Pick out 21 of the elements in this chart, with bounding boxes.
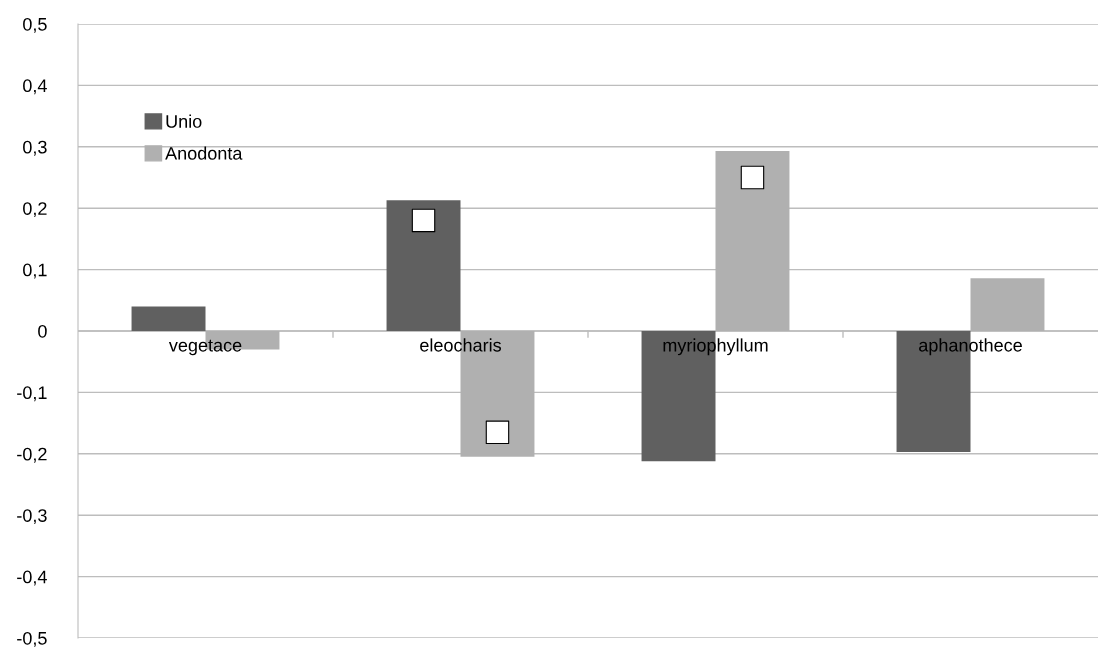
legend-label: Anodonta: [165, 146, 243, 160]
x-tick-label: myriophyllum: [663, 338, 768, 356]
y-tick-label: -0,3: [17, 509, 47, 525]
y-tick-label: -0,4: [17, 570, 47, 586]
y-tick-label: 0: [38, 324, 47, 338]
bar: [970, 278, 1045, 331]
bar: [386, 200, 461, 331]
x-tick-label: aphanothece: [919, 338, 1022, 356]
x-tick-label: eleocharis: [420, 338, 501, 352]
y-tick-label: 0,2: [23, 202, 47, 218]
y-tick-label: -0,2: [17, 447, 47, 463]
y-tick-label: 0,3: [23, 140, 47, 156]
legend-label: Unio: [166, 114, 202, 128]
x-tick-label: vegetace: [168, 339, 242, 356]
bar: [715, 151, 790, 331]
bar: [131, 306, 206, 331]
y-tick-label: 0,5: [23, 17, 47, 33]
y-tick-label: -0,5: [17, 631, 47, 647]
y-tick-label: 0,1: [23, 263, 47, 279]
y-tick-label: -0,1: [17, 386, 47, 402]
y-tick-label: 0,4: [23, 79, 47, 95]
